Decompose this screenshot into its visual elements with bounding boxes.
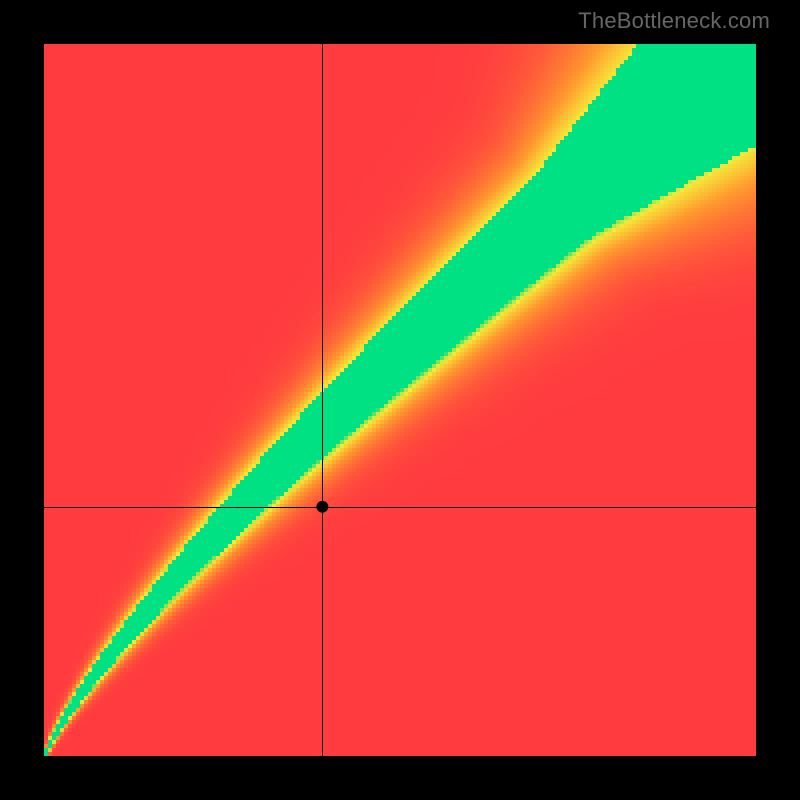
chart-container: TheBottleneck.com (0, 0, 800, 800)
plot-area (44, 44, 756, 756)
bottleneck-heatmap (44, 44, 756, 756)
watermark-text: TheBottleneck.com (578, 8, 770, 34)
